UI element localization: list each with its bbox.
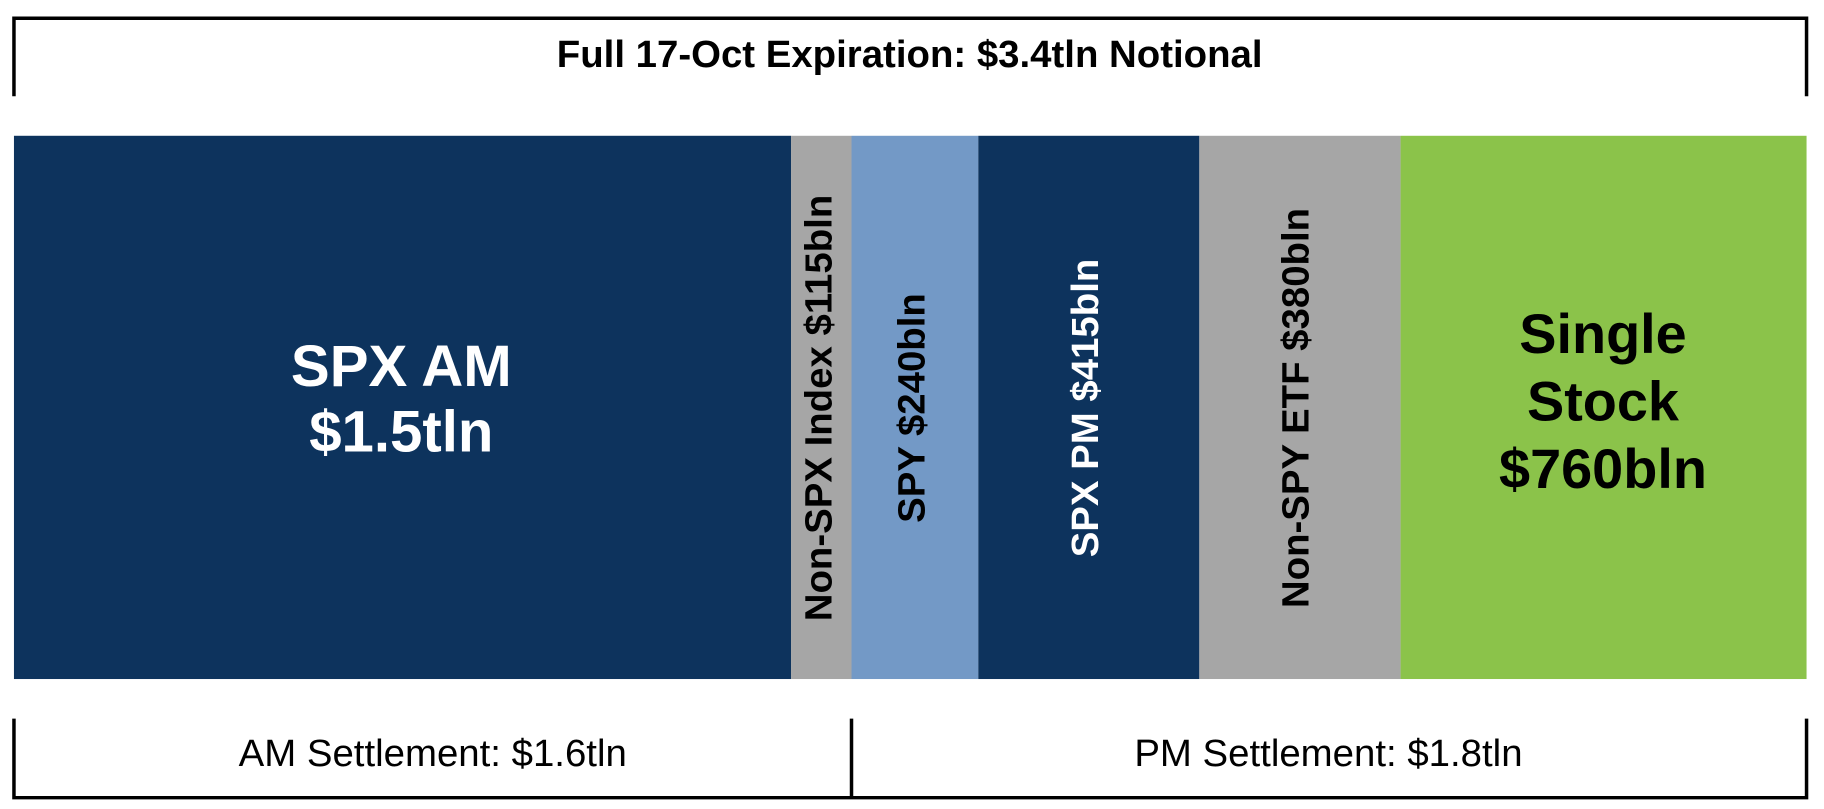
segment (791, 135, 852, 680)
segment-label: Single (1519, 302, 1687, 365)
segment (978, 135, 1200, 680)
segment-label: SPY $240bln (890, 293, 933, 523)
segment-label: Non-SPY ETF $380bln (1274, 208, 1317, 608)
segment (1199, 135, 1401, 680)
top-bracket (12, 16, 1809, 97)
segment-label: Non-SPX Index $115bln (797, 195, 840, 622)
segment-label: $760bln (1499, 437, 1707, 500)
segment-label: Stock (1527, 369, 1680, 432)
bottom-bracket (12, 718, 1809, 800)
title: Full 17-Oct Expiration: $3.4tln Notional (557, 33, 1263, 76)
segment (13, 135, 792, 680)
segment (851, 135, 979, 680)
settlement-label: PM Settlement: $1.8tln (1134, 732, 1522, 775)
segment-label: SPX PM $415bln (1064, 259, 1107, 558)
segment-label: $1.5tln (309, 399, 493, 464)
settlement-label: AM Settlement: $1.6tln (239, 732, 627, 775)
segment (1400, 135, 1807, 680)
segment-label: SPX AM (291, 334, 512, 399)
